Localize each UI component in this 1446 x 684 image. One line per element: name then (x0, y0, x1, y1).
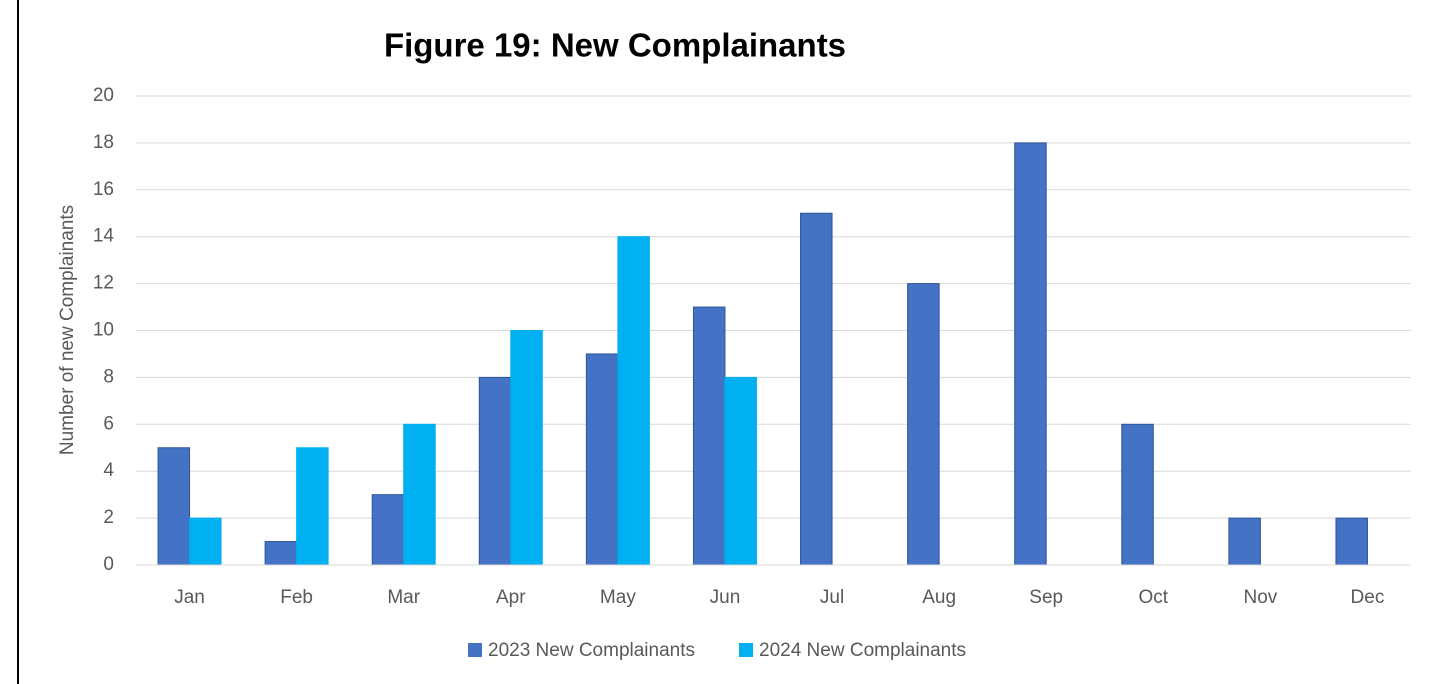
x-tick-label: Oct (1139, 587, 1169, 608)
bar (264, 541, 298, 566)
bar (617, 236, 650, 566)
x-tick-label: Jul (820, 587, 844, 608)
y-tick-label: 14 (93, 226, 115, 247)
y-tick-label: 12 (93, 273, 114, 294)
y-tick-label: 8 (103, 366, 114, 387)
bar (1335, 517, 1368, 566)
x-tick-label: Apr (496, 587, 526, 608)
y-tick-label: 4 (103, 460, 114, 481)
x-tick-label: Jun (710, 587, 741, 608)
y-tick-label: 2 (103, 507, 114, 528)
bar (510, 330, 543, 566)
bar (478, 376, 512, 566)
bar (585, 353, 619, 566)
y-axis-label: Number of new Complainants (57, 205, 78, 455)
bar (371, 494, 405, 566)
x-tick-label: Feb (280, 587, 313, 608)
y-tick-label: 6 (103, 413, 114, 434)
x-tick-label: Dec (1351, 587, 1385, 608)
bar (724, 376, 757, 566)
bar (1228, 517, 1261, 566)
y-tick-label: 0 (103, 554, 114, 575)
bar (800, 212, 833, 566)
legend-label: 2023 New Complainants (488, 640, 695, 661)
chart-title: Figure 19: New Complainants (384, 27, 846, 64)
legend-swatch (468, 643, 482, 657)
bar (692, 306, 726, 566)
y-tick-label: 16 (93, 179, 114, 200)
bar (157, 447, 191, 566)
x-tick-label: Mar (387, 587, 420, 608)
y-tick-label: 10 (93, 320, 114, 341)
legend-swatch (739, 643, 754, 657)
x-tick-label: Jan (174, 587, 205, 608)
bar (403, 423, 436, 566)
bar (296, 447, 329, 566)
x-tick-label: Aug (922, 587, 956, 608)
x-tick-label: May (600, 587, 636, 608)
bar (189, 517, 222, 566)
y-tick-label: 18 (93, 132, 114, 153)
legend-label: 2024 New Complainants (759, 640, 966, 661)
y-tick-label: 20 (93, 85, 114, 106)
bar (1121, 423, 1154, 566)
bar (1014, 142, 1047, 566)
bar (907, 283, 940, 566)
x-tick-label: Nov (1243, 587, 1277, 608)
x-tick-label: Sep (1029, 587, 1063, 608)
